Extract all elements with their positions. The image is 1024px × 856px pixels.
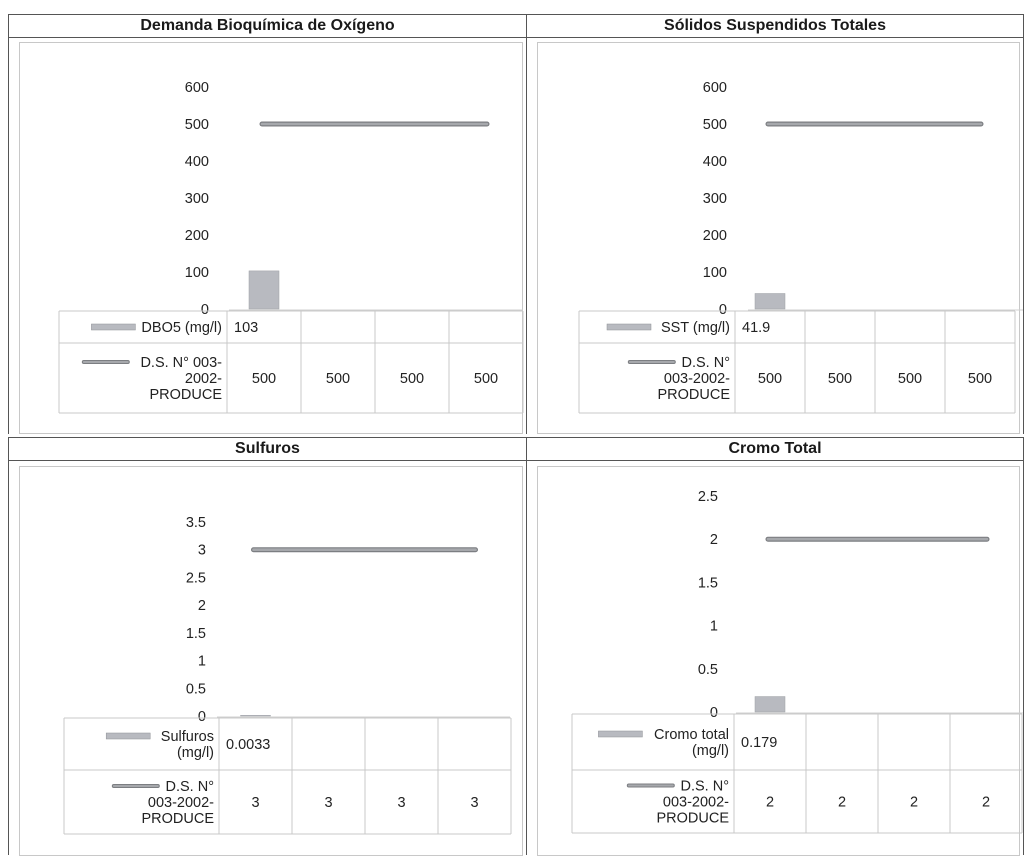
y-tick-label: 0 xyxy=(198,709,206,725)
legend-label: D.S. N° xyxy=(682,355,731,371)
y-tick-label: 3.5 xyxy=(186,515,206,531)
chart-title: Sulfuros xyxy=(9,438,526,461)
legend-label: Sulfuros xyxy=(161,729,214,745)
y-tick-label: 1 xyxy=(198,654,206,670)
chart-svg: 0 0.5 1 1.5 2 2.5 3 3.5 Sulfuros(mg/l) 0.0033 D.S.… xyxy=(63,515,512,835)
chart-panel-sst: Sólidos Suspendidos Totales 0 100 200 300 40… xyxy=(526,14,1024,434)
bar xyxy=(754,696,786,713)
data-label: 500 xyxy=(828,371,852,387)
y-tick-label: 2 xyxy=(710,532,718,548)
y-tick-label: 0 xyxy=(201,302,209,318)
y-tick-label: 400 xyxy=(703,154,727,170)
y-tick-label: 500 xyxy=(185,117,209,133)
y-tick-label: 2.5 xyxy=(698,489,718,505)
y-tick-label: 1.5 xyxy=(186,626,206,642)
y-tick-label: 0 xyxy=(719,302,727,318)
legend-swatch-bar xyxy=(105,732,151,740)
y-tick-label: 0.5 xyxy=(698,662,718,678)
y-tick-label: 200 xyxy=(185,228,209,244)
chart-area xyxy=(537,42,1020,434)
data-label: 2 xyxy=(982,795,990,811)
chart-svg: 0 0.5 1 1.5 2 2.5 Cromo total(mg/l) 0.179 D.S. N… xyxy=(571,489,1023,834)
data-label: 3 xyxy=(251,795,259,811)
bar xyxy=(240,715,271,717)
data-label: 500 xyxy=(758,371,782,387)
data-label: 500 xyxy=(252,371,276,387)
data-label: 3 xyxy=(324,795,332,811)
y-tick-label: 2.5 xyxy=(186,570,206,586)
data-label: 500 xyxy=(474,371,498,387)
chart-panel-cromo: Cromo Total 0 0.5 1 1.5 2 2.5 Cromo total (mg/l… xyxy=(526,437,1024,856)
legend-label: SST (mg/l) xyxy=(661,320,730,336)
chart-svg: 0 100 200 300 400 500 600 DBO5 (mg/l) 103 D.S. N°… xyxy=(58,80,524,414)
data-label: 103 xyxy=(234,320,258,336)
legend-swatch-bar xyxy=(606,323,652,331)
chart-panel-dbo: Demanda Bioquímica de Oxígeno 0 100 200 300… xyxy=(8,14,527,434)
legend-label: 2002- xyxy=(185,371,222,387)
chart-title: Demanda Bioquímica de Oxígeno xyxy=(9,15,526,38)
legend-label: PRODUCE xyxy=(141,811,214,827)
chart-svg: 0 100 200 300 400 500 600 SST (mg/l) 41.9 D.S. N°… xyxy=(578,80,1023,414)
y-tick-label: 1 xyxy=(710,619,718,635)
y-tick-label: 500 xyxy=(703,117,727,133)
y-tick-label: 100 xyxy=(185,265,209,281)
legend-label: D.S. N° xyxy=(681,779,730,795)
data-label: 2 xyxy=(766,795,774,811)
data-label: 0.179 xyxy=(741,735,777,751)
data-label: 41.9 xyxy=(742,320,770,336)
chart-title: Sólidos Suspendidos Totales xyxy=(527,15,1023,38)
legend-label: (mg/l) xyxy=(692,743,729,759)
data-label: 2 xyxy=(910,795,918,811)
legend-label: D.S. N° xyxy=(166,779,215,795)
y-tick-label: 1.5 xyxy=(698,575,718,591)
legend-label: DBO5 (mg/l) xyxy=(141,320,222,336)
chart-area xyxy=(19,42,523,434)
y-tick-label: 600 xyxy=(185,80,209,96)
y-tick-label: 300 xyxy=(703,191,727,207)
legend-swatch-bar xyxy=(598,730,643,738)
legend-label: (mg/l) xyxy=(177,745,214,761)
y-tick-label: 0 xyxy=(710,705,718,721)
chart-title: Cromo Total xyxy=(527,438,1023,461)
data-label: 500 xyxy=(326,371,350,387)
y-tick-label: 100 xyxy=(703,265,727,281)
data-label: 0.0033 xyxy=(226,737,270,753)
y-tick-label: 0.5 xyxy=(186,681,206,697)
legend-label: D.S. N° 003- xyxy=(140,355,222,371)
bar xyxy=(248,270,280,310)
y-tick-label: 600 xyxy=(703,80,727,96)
data-label: 3 xyxy=(470,795,478,811)
y-tick-label: 3 xyxy=(198,543,206,559)
legend-label: PRODUCE xyxy=(149,387,222,403)
legend-label: 003-2002- xyxy=(663,795,729,811)
legend-label: PRODUCE xyxy=(656,811,729,827)
legend-swatch-bar xyxy=(91,323,136,331)
data-label: 2 xyxy=(838,795,846,811)
y-tick-label: 400 xyxy=(185,154,209,170)
data-label: 3 xyxy=(397,795,405,811)
bar xyxy=(754,293,786,310)
y-tick-label: 300 xyxy=(185,191,209,207)
data-label: 500 xyxy=(898,371,922,387)
data-label: 500 xyxy=(968,371,992,387)
y-tick-label: 200 xyxy=(703,228,727,244)
legend-label: 003-2002- xyxy=(664,371,730,387)
legend-label: Cromo total xyxy=(654,727,729,743)
y-tick-label: 2 xyxy=(198,598,206,614)
legend-label: 003-2002- xyxy=(148,795,214,811)
data-label: 500 xyxy=(400,371,424,387)
chart-panel-sulfuros: Sulfuros 0 0.5 1 1.5 2 2.5 3 3.5 Sulfuros (mg/l) 0… xyxy=(8,437,527,856)
legend-label: PRODUCE xyxy=(657,387,730,403)
